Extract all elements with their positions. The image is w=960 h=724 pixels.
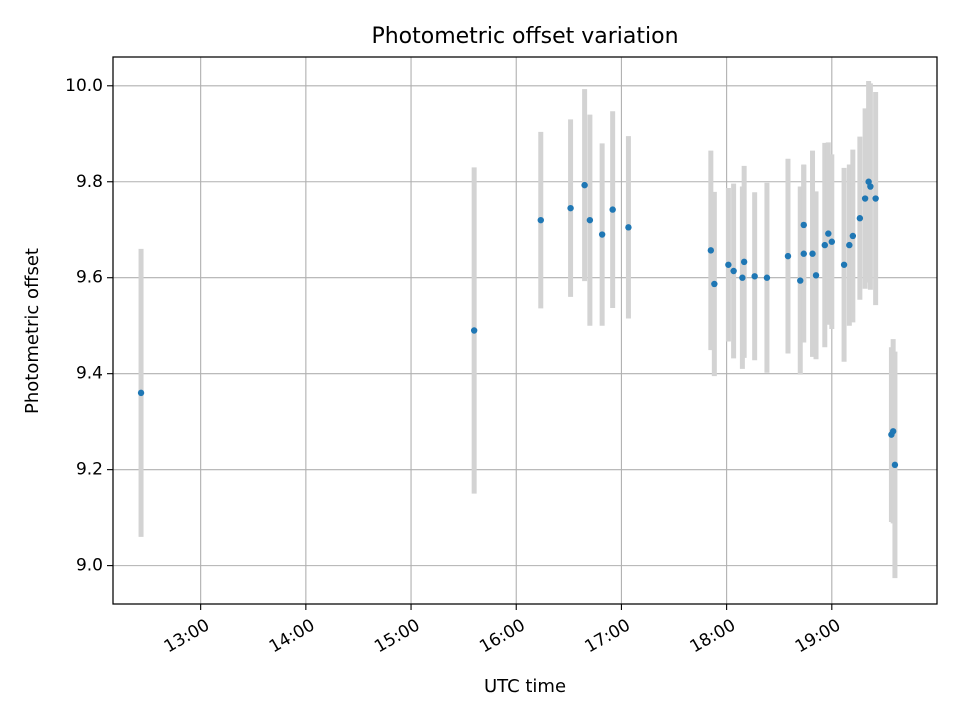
y-tick-label: 9.0 bbox=[76, 556, 103, 576]
data-point bbox=[707, 247, 715, 254]
data-point bbox=[763, 274, 771, 281]
data-point bbox=[751, 273, 758, 280]
data-point bbox=[739, 274, 746, 281]
data-point bbox=[800, 250, 807, 257]
data-point bbox=[821, 241, 828, 249]
data-point bbox=[567, 204, 574, 212]
data-point bbox=[797, 277, 804, 284]
data-point bbox=[730, 267, 737, 275]
y-tick-label: 9.2 bbox=[76, 460, 103, 480]
data-point bbox=[586, 216, 594, 224]
y-tick-label: 9.4 bbox=[76, 364, 103, 384]
data-point bbox=[711, 280, 718, 288]
data-point bbox=[867, 183, 874, 190]
chart-title: Photometric offset variation bbox=[371, 24, 678, 49]
data-point bbox=[865, 178, 872, 185]
data-point bbox=[889, 428, 897, 435]
data-point bbox=[581, 181, 588, 189]
y-tick-label: 10.0 bbox=[65, 76, 103, 96]
data-point bbox=[861, 195, 869, 202]
data-point bbox=[784, 252, 792, 260]
data-point bbox=[825, 230, 832, 237]
data-point bbox=[840, 261, 848, 268]
x-axis-label: UTC time bbox=[484, 676, 566, 697]
data-point bbox=[809, 250, 816, 257]
data-point bbox=[609, 206, 616, 213]
data-point bbox=[800, 221, 807, 229]
data-point bbox=[812, 272, 820, 279]
data-point bbox=[598, 231, 606, 238]
plot-area-frame bbox=[112, 56, 938, 605]
data-point bbox=[872, 195, 879, 202]
data-point bbox=[891, 461, 899, 469]
data-point bbox=[625, 224, 632, 231]
data-point bbox=[740, 258, 748, 266]
y-tick-label: 9.8 bbox=[76, 172, 103, 192]
data-point bbox=[537, 216, 544, 224]
y-tick-label: 9.6 bbox=[76, 268, 103, 288]
y-axis-label: Photometric offset bbox=[22, 248, 43, 414]
data-point bbox=[470, 327, 478, 334]
data-point bbox=[137, 389, 145, 397]
data-point bbox=[856, 215, 864, 222]
data-point bbox=[849, 232, 857, 240]
data-point bbox=[725, 261, 732, 268]
data-point bbox=[846, 241, 853, 249]
data-point bbox=[828, 238, 836, 245]
